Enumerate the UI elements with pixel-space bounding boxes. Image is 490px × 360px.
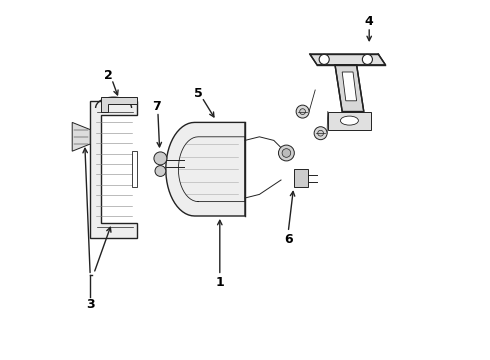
Polygon shape xyxy=(310,54,386,65)
Polygon shape xyxy=(101,97,137,112)
Text: 2: 2 xyxy=(104,69,113,82)
Polygon shape xyxy=(72,122,90,151)
Ellipse shape xyxy=(341,116,358,125)
Circle shape xyxy=(363,54,372,64)
Circle shape xyxy=(155,166,166,176)
Circle shape xyxy=(154,152,167,165)
Text: 3: 3 xyxy=(86,298,95,311)
Circle shape xyxy=(314,127,327,140)
Polygon shape xyxy=(342,72,357,101)
Polygon shape xyxy=(132,151,137,187)
Circle shape xyxy=(282,149,291,157)
Text: 5: 5 xyxy=(194,87,202,100)
Polygon shape xyxy=(294,169,308,187)
Text: 4: 4 xyxy=(365,15,373,28)
Circle shape xyxy=(296,105,309,118)
Circle shape xyxy=(300,109,305,114)
Text: 1: 1 xyxy=(216,276,224,289)
Text: 7: 7 xyxy=(152,100,161,113)
Polygon shape xyxy=(166,122,245,216)
Circle shape xyxy=(319,54,329,64)
Polygon shape xyxy=(328,112,371,130)
Circle shape xyxy=(278,145,294,161)
Polygon shape xyxy=(335,65,364,112)
Circle shape xyxy=(318,130,323,136)
Text: 6: 6 xyxy=(284,233,293,246)
Polygon shape xyxy=(90,101,137,238)
